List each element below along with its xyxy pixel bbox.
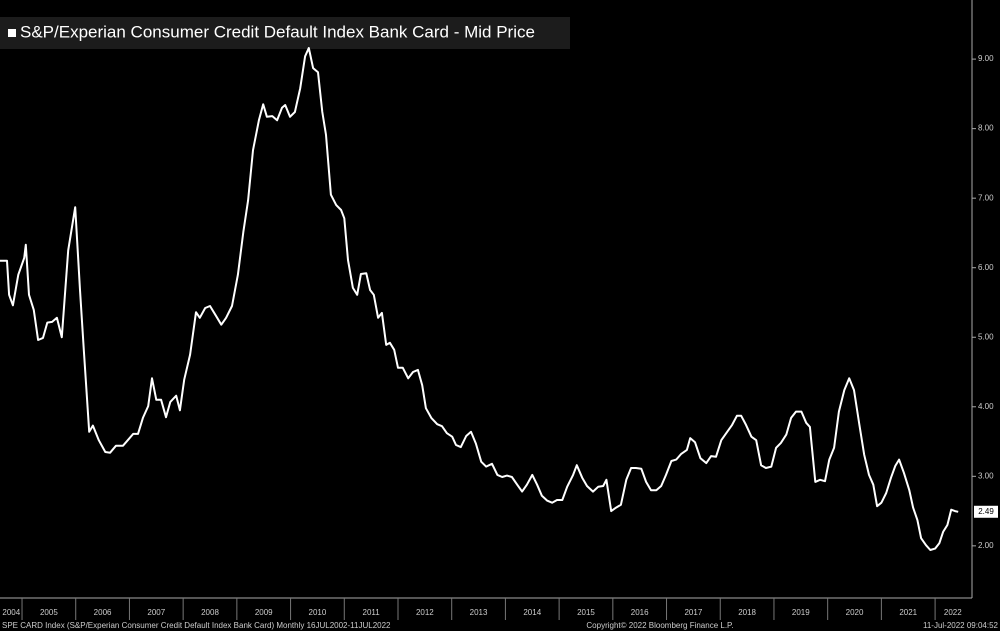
x-tick-label: 2012: [416, 608, 434, 617]
x-tick-label: 2011: [363, 608, 381, 617]
x-tick-label: 2006: [94, 608, 112, 617]
x-tick-label: 2016: [631, 608, 649, 617]
x-tick-label: 2008: [201, 608, 219, 617]
y-tick-label: 3.00: [978, 471, 994, 480]
x-tick-label: 2005: [40, 608, 58, 617]
y-tick-label: 4.00: [978, 402, 994, 411]
x-tick-label: 2021: [899, 608, 917, 617]
legend-swatch: [8, 29, 16, 37]
x-tick-label: 2015: [577, 608, 595, 617]
x-tick-label: 2014: [523, 608, 541, 617]
y-tick-label: 8.00: [978, 124, 994, 133]
x-tick-label: 2019: [792, 608, 810, 617]
line: [0, 47, 959, 551]
last-value-label: 2.49: [978, 507, 994, 516]
y-tick-label: 6.00: [978, 263, 994, 272]
legend-label: S&P/Experian Consumer Credit Default Ind…: [20, 22, 535, 41]
x-tick-label: 2010: [309, 608, 327, 617]
x-tick-label: 2009: [255, 608, 273, 617]
last-value-box: [974, 505, 998, 518]
y-tick-label: 7.00: [978, 193, 994, 202]
x-tick-label: 2020: [846, 608, 864, 617]
footer-right: 11-Jul-2022 09:04:52: [923, 621, 999, 630]
x-tick-label: 2004: [2, 608, 20, 617]
y-tick-label: 9.00: [978, 54, 994, 63]
x-tick-label: 2013: [470, 608, 488, 617]
x-tick-label: 2007: [147, 608, 165, 617]
x-tick-label: 2017: [684, 608, 702, 617]
legend-box: [0, 17, 570, 49]
footer-left: SPE CARD Index (S&P/Experian Consumer Cr…: [2, 621, 391, 630]
x-tick-label: 2022: [944, 608, 962, 617]
y-tick-label: 2.00: [978, 541, 994, 550]
footer-center: Copyright© 2022 Bloomberg Finance L.P.: [586, 621, 733, 630]
y-tick-label: 5.00: [978, 332, 994, 341]
x-tick-label: 2018: [738, 608, 756, 617]
